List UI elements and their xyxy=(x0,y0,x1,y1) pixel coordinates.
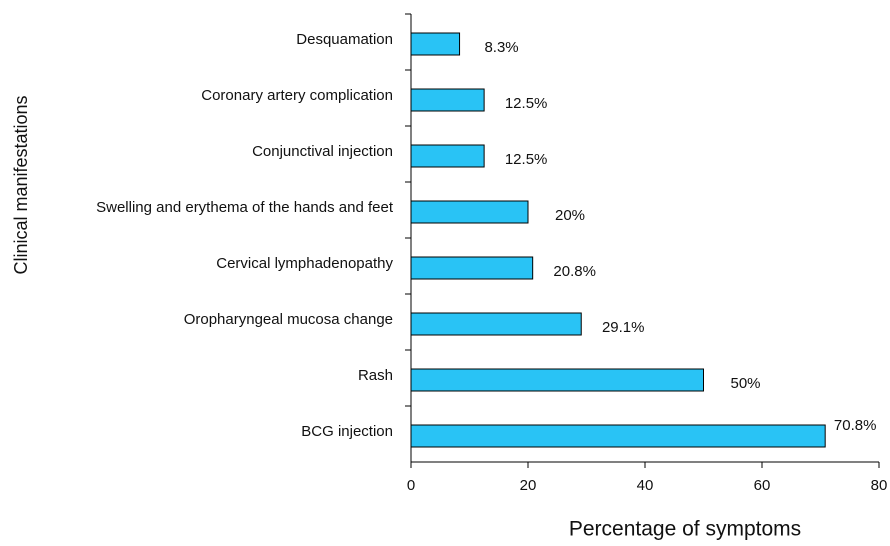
bar xyxy=(410,32,461,56)
x-tick-label: 40 xyxy=(637,477,654,494)
y-tick-label: Oropharyngeal mucosa change xyxy=(184,311,393,328)
value-label: 70.8% xyxy=(834,417,877,434)
x-tick-label: 0 xyxy=(407,477,415,494)
bar xyxy=(410,88,485,112)
value-label: 8.3% xyxy=(484,39,518,56)
y-tick-label: Rash xyxy=(358,367,393,384)
bar xyxy=(410,368,704,392)
y-tick-label: Conjunctival injection xyxy=(252,143,393,160)
bar xyxy=(410,256,534,280)
x-tick-label: 80 xyxy=(871,477,888,494)
value-label: 20% xyxy=(555,207,585,224)
value-label: 12.5% xyxy=(505,151,548,168)
y-axis-title: Clinical manifestations xyxy=(11,95,31,274)
x-axis-title: Percentage of symptoms xyxy=(569,518,801,541)
value-label: 50% xyxy=(730,375,760,392)
y-tick-label: Desquamation xyxy=(296,31,393,48)
y-tick-label: Coronary artery complication xyxy=(201,87,393,104)
y-tick-label: Swelling and erythema of the hands and f… xyxy=(96,199,394,216)
y-tick-label: BCG injection xyxy=(301,423,393,440)
value-label: 20.8% xyxy=(553,263,596,280)
bar xyxy=(410,200,529,224)
y-tick-label: Cervical lymphadenopathy xyxy=(216,255,393,272)
bar xyxy=(410,144,485,168)
bar xyxy=(410,424,826,448)
x-tick-label: 60 xyxy=(754,477,771,494)
x-tick-label: 20 xyxy=(520,477,537,494)
value-label: 29.1% xyxy=(602,319,645,336)
value-label: 12.5% xyxy=(505,95,548,112)
bar xyxy=(410,312,582,336)
